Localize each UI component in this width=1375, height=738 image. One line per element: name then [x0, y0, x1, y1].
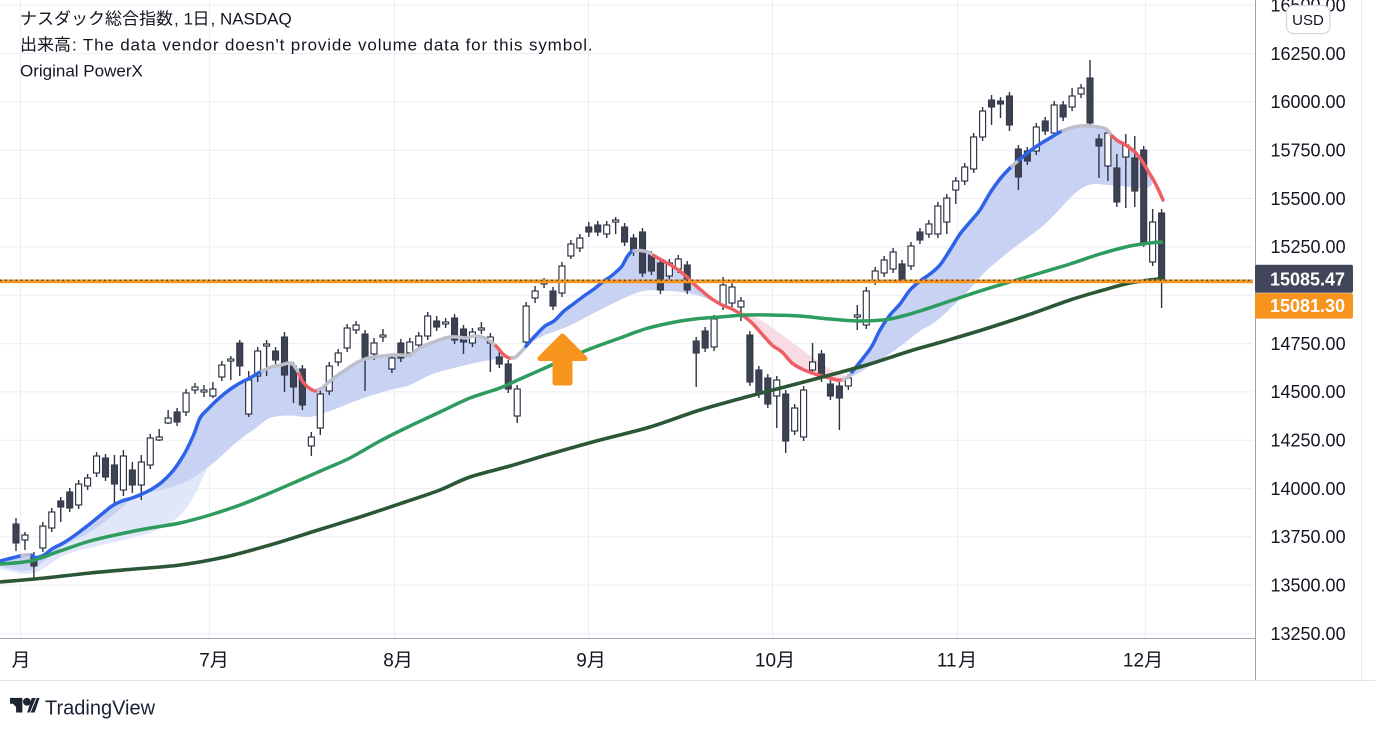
svg-text:16250.00: 16250.00 — [1271, 44, 1346, 64]
svg-text:15500.00: 15500.00 — [1271, 189, 1346, 209]
svg-text:TradingView: TradingView — [45, 698, 156, 720]
svg-text:8: 8 — [383, 651, 394, 672]
svg-text:: The data vendor doesn't prov: : The data vendor doesn't provide volume… — [72, 36, 594, 55]
svg-text:9: 9 — [576, 651, 587, 672]
svg-text:15081.30: 15081.30 — [1270, 296, 1345, 316]
svg-text:12: 12 — [1123, 651, 1144, 672]
svg-text:15750.00: 15750.00 — [1271, 141, 1346, 161]
svg-text:15250.00: 15250.00 — [1271, 237, 1346, 257]
svg-text:7: 7 — [199, 651, 210, 672]
svg-text:Original PowerX: Original PowerX — [20, 62, 143, 81]
svg-text:USD: USD — [1292, 12, 1324, 29]
svg-text:15085.47: 15085.47 — [1270, 269, 1345, 289]
svg-text:13500.00: 13500.00 — [1271, 576, 1346, 596]
svg-text:13250.00: 13250.00 — [1271, 624, 1346, 644]
svg-text:, 1: , 1 — [174, 10, 193, 29]
svg-text:13750.00: 13750.00 — [1271, 527, 1346, 547]
svg-text:14500.00: 14500.00 — [1271, 382, 1346, 402]
svg-text:16000.00: 16000.00 — [1271, 92, 1346, 112]
svg-text:14250.00: 14250.00 — [1271, 431, 1346, 451]
svg-text:11: 11 — [937, 651, 957, 672]
svg-text:14000.00: 14000.00 — [1271, 479, 1346, 499]
svg-text:, NASDAQ: , NASDAQ — [211, 10, 292, 29]
svg-text:14750.00: 14750.00 — [1271, 334, 1346, 354]
svg-text:10: 10 — [755, 651, 776, 672]
